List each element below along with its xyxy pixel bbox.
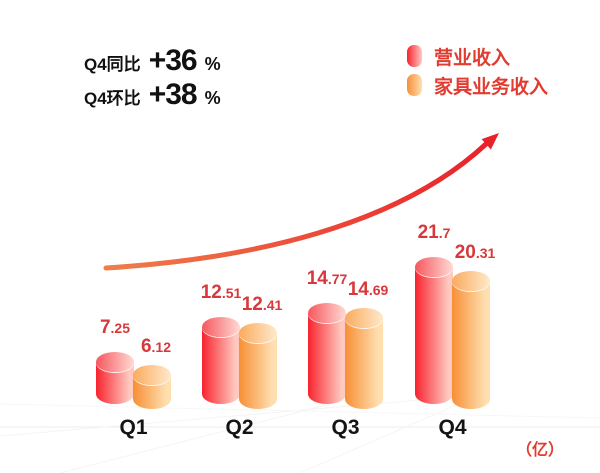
category-label-q2: Q2 bbox=[225, 416, 254, 439]
legend-label-furniture: 家具业务收入 bbox=[434, 76, 549, 98]
cylinder-bar-q3-series0 bbox=[308, 303, 346, 404]
value-label-q4-series1: 20.31 bbox=[454, 242, 496, 263]
value-label-q4-series0: 21.7 bbox=[417, 222, 451, 243]
yoy-stat-label: Q4同比 bbox=[84, 55, 141, 74]
category-label-q3: Q3 bbox=[331, 416, 360, 439]
cylinder-top bbox=[308, 303, 346, 323]
qoq-stat-value: +38 bbox=[148, 78, 198, 111]
value-label-q2-series1: 12.41 bbox=[241, 294, 283, 315]
cylinder-bar-q3-series1 bbox=[345, 308, 383, 409]
qoq-stat: Q4环比 +38 % bbox=[84, 78, 221, 111]
legend-item-revenue: 营业收入 bbox=[407, 45, 548, 69]
cylinder-shaft bbox=[452, 281, 490, 409]
cylinder-bar-q2-series0 bbox=[202, 317, 240, 404]
revenue-swatch-icon bbox=[407, 45, 422, 67]
value-label-q1-series1: 6.12 bbox=[140, 336, 172, 357]
yoy-stat-value: +36 bbox=[148, 44, 198, 77]
legend: 营业收入 家具业务收入 bbox=[407, 45, 549, 98]
qoq-stat-unit: % bbox=[204, 88, 221, 108]
unit-label: （亿） bbox=[515, 442, 564, 459]
value-label-q3-series1: 14.69 bbox=[347, 279, 389, 300]
furniture-swatch-icon bbox=[407, 74, 422, 96]
cylinder-top bbox=[452, 271, 490, 291]
value-label-q1-series0: 7.25 bbox=[99, 317, 131, 338]
growth-stats: Q4同比 +36 % Q4环比 +38 % bbox=[84, 44, 221, 111]
yoy-stat-unit: % bbox=[204, 54, 221, 74]
cylinder-shaft bbox=[345, 318, 383, 409]
cylinder-shaft bbox=[239, 333, 277, 409]
cylinder-shaft bbox=[202, 327, 240, 404]
legend-label-revenue: 营业收入 bbox=[434, 47, 511, 69]
cylinder-bar-q1-series1 bbox=[133, 365, 171, 409]
category-label-q4: Q4 bbox=[438, 416, 467, 439]
yoy-stat: Q4同比 +36 % bbox=[84, 44, 221, 77]
cylinder-top bbox=[239, 323, 277, 343]
cylinder-bar-q4-series0 bbox=[415, 257, 453, 404]
cylinder-top bbox=[415, 257, 453, 277]
legend-item-furniture: 家具业务收入 bbox=[407, 74, 549, 98]
value-label-q2-series0: 12.51 bbox=[200, 282, 242, 303]
category-label-q1: Q1 bbox=[119, 416, 148, 439]
trend-arrow-head-icon bbox=[481, 133, 499, 150]
cylinder-bar-q1-series0 bbox=[96, 352, 134, 404]
cylinder-shaft bbox=[308, 313, 346, 404]
cylinder-shaft bbox=[415, 267, 453, 404]
cylinder-top bbox=[345, 308, 383, 328]
cylinder-bar-q2-series1 bbox=[239, 323, 277, 409]
cylinder-bar-q4-series1 bbox=[452, 271, 490, 409]
value-label-q3-series0: 14.77 bbox=[306, 268, 348, 289]
cylinder-top bbox=[202, 317, 240, 337]
qoq-stat-label: Q4环比 bbox=[84, 89, 141, 108]
cylinder-top bbox=[96, 352, 134, 372]
trend-arrow-curve bbox=[103, 141, 489, 271]
cylinder-top bbox=[133, 365, 171, 385]
